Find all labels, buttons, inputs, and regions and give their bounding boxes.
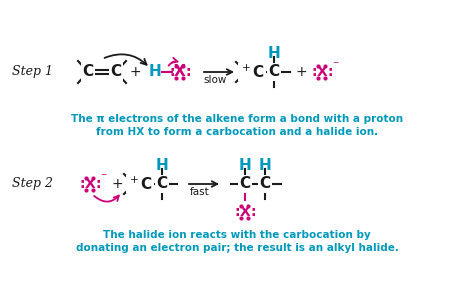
- Text: X: X: [317, 65, 328, 79]
- Text: H: H: [155, 158, 168, 172]
- Text: fast: fast: [190, 187, 210, 197]
- Text: X: X: [85, 177, 95, 191]
- Text: $^+$C: $^+$C: [239, 63, 265, 81]
- Text: donating an electron pair; the result is an alkyl halide.: donating an electron pair; the result is…: [75, 243, 399, 253]
- Text: +: +: [129, 65, 141, 79]
- Text: C: C: [156, 177, 168, 191]
- Text: from HX to form a carbocation and a halide ion.: from HX to form a carbocation and a hali…: [96, 127, 378, 137]
- Text: :: :: [234, 205, 240, 219]
- Text: Step 1: Step 1: [12, 65, 53, 79]
- Text: The halide ion reacts with the carbocation by: The halide ion reacts with the carbocati…: [103, 230, 371, 240]
- Text: H: H: [268, 46, 281, 61]
- FancyArrowPatch shape: [169, 58, 177, 66]
- Text: H: H: [259, 158, 272, 172]
- FancyArrowPatch shape: [105, 54, 146, 65]
- Text: C: C: [82, 65, 93, 79]
- Text: C: C: [259, 177, 271, 191]
- Text: :: :: [327, 65, 333, 79]
- Text: X: X: [174, 65, 186, 79]
- Text: +: +: [295, 65, 307, 79]
- Text: C: C: [268, 65, 280, 79]
- Text: :: :: [79, 177, 85, 191]
- Text: $^+$C: $^+$C: [127, 175, 153, 193]
- Text: :: :: [250, 205, 256, 219]
- Text: C: C: [239, 177, 251, 191]
- Text: :: :: [185, 65, 191, 79]
- FancyArrowPatch shape: [94, 196, 119, 202]
- Text: $^-$: $^-$: [331, 60, 341, 70]
- Text: :: :: [311, 65, 317, 79]
- Text: $^-$: $^-$: [100, 172, 109, 182]
- Text: slow: slow: [203, 75, 227, 85]
- Text: X: X: [240, 205, 250, 219]
- Text: :: :: [95, 177, 101, 191]
- Text: Step 2: Step 2: [12, 177, 53, 191]
- Text: :: :: [169, 65, 175, 79]
- Text: The π electrons of the alkene form a bond with a proton: The π electrons of the alkene form a bon…: [71, 114, 403, 124]
- Text: H: H: [238, 158, 251, 172]
- Text: C: C: [110, 65, 121, 79]
- Text: H: H: [149, 65, 161, 79]
- Text: +: +: [111, 177, 123, 191]
